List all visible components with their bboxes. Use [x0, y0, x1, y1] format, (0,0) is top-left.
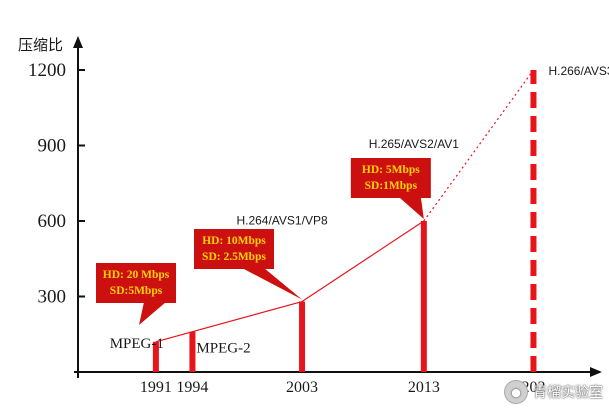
bars — [152, 70, 537, 372]
standard-label: H.265/AVS2/AV1 — [369, 137, 460, 151]
wechat-icon: ● — [504, 380, 528, 404]
trend-segment — [423, 69, 534, 222]
callout-box — [350, 158, 431, 198]
standard-label: MPEG-2 — [196, 341, 250, 357]
standard-label: H.264/AVS1/VP8 — [236, 214, 327, 228]
x-tick-label: 2013 — [408, 379, 440, 396]
callout-pointer — [398, 197, 424, 219]
callout: HD: 10Mbps SD: 2.5Mbps — [194, 229, 303, 300]
callout: HD: 5Mbps SD:1Mbps — [350, 158, 431, 219]
x-ticks: 1991 1994 2003 2013 202 — [140, 379, 546, 396]
callout-text: SD:1Mbps — [365, 180, 418, 192]
x-tick-label: 2003 — [286, 379, 318, 396]
axes: 压缩比 — [18, 36, 602, 378]
y-axis-arrow — [73, 36, 83, 48]
callout-text: HD: 10Mbps — [202, 235, 266, 247]
callout-text: SD:5Mbps — [110, 285, 163, 297]
standard-labels: MPEG-1 MPEG-2 H.264/AVS1/VP8 H.265/AVS2/AV1… — [110, 64, 609, 357]
x-axis-arrow — [590, 367, 602, 377]
y-tick-label: 300 — [38, 287, 67, 308]
trend-segment — [192, 300, 303, 333]
y-tick-label: 600 — [38, 211, 67, 232]
y-tick-label: 900 — [38, 136, 67, 157]
x-tick-label: 1991 — [140, 379, 172, 396]
callout-text: HD: 20 Mbps — [103, 269, 170, 281]
trend-segment — [301, 220, 425, 303]
callout: HD: 20 Mbps SD:5Mbps — [96, 263, 176, 325]
callout-box — [194, 229, 274, 269]
y-axis-label: 压缩比 — [18, 36, 63, 54]
trend-segment — [155, 331, 193, 343]
callout-box — [96, 263, 176, 303]
watermark-text: 青榴实验室 — [533, 385, 603, 401]
standard-label: H.266/AVS3 — [548, 64, 609, 78]
y-ticks: 300 600 900 1200 — [28, 60, 85, 308]
standard-label: MPEG-1 — [110, 336, 164, 352]
callout-text: HD: 5Mbps — [362, 164, 420, 176]
callout-pointer — [139, 302, 166, 325]
x-tick-label: 1994 — [176, 379, 208, 396]
y-tick-label: 1200 — [28, 60, 66, 81]
callouts: HD: 20 Mbps SD:5Mbps HD: 10Mbps SD: 2.5Mbps… — [96, 158, 431, 325]
trend-line — [155, 69, 534, 343]
callout-pointer — [242, 268, 303, 300]
callout-text: SD: 2.5Mbps — [202, 251, 266, 263]
watermark: ● 青榴实验室 — [504, 380, 603, 404]
